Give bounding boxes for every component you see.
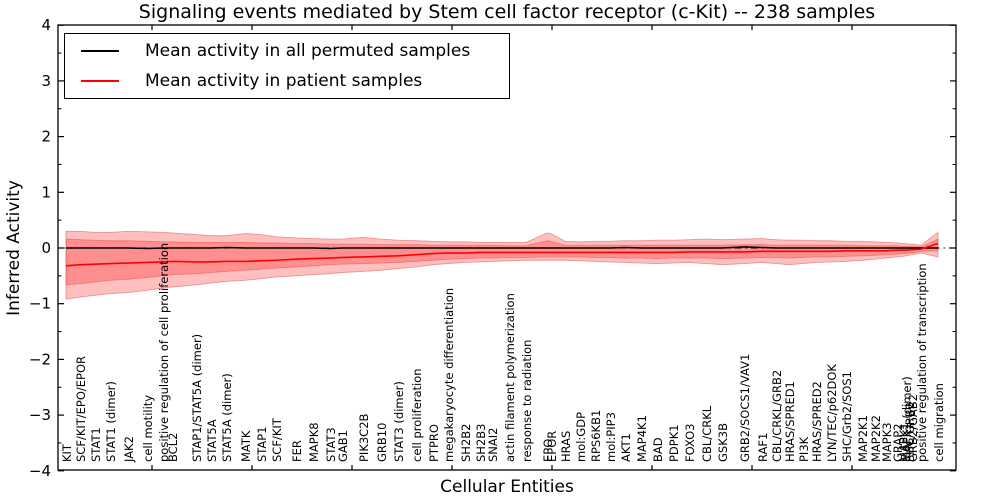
x-tick-label-entity: PI3K xyxy=(797,436,811,462)
x-tick-label-entity: mol:GDP xyxy=(574,412,588,462)
permuted-line-swatch xyxy=(81,50,119,52)
x-tick-label-entity: SCF/KIT xyxy=(270,417,284,462)
x-tick-label-entity: SNAI2 xyxy=(486,428,500,462)
x-tick-label-entity: RPS6KB1 xyxy=(589,410,603,462)
legend: Mean activity in all permuted samples Me… xyxy=(64,33,510,99)
x-tick-label-entity: cell proliferation xyxy=(410,368,424,462)
x-tick-label-entity: positive regulation of cell proliferatio… xyxy=(157,243,171,462)
x-tick-label-entity: AKT1 xyxy=(619,433,633,462)
y-tick-label: 3 xyxy=(41,72,51,90)
x-tick-label-entity: STAP1/STAT5A (dimer) xyxy=(190,334,204,462)
x-tick-label-entity: mol:PIP3 xyxy=(604,412,618,462)
y-tick-label: −4 xyxy=(29,462,51,480)
x-tick-label-entity: MAPK1 xyxy=(897,422,911,462)
x-tick-label-entity: EPOR xyxy=(545,431,559,462)
x-tick-label-entity: FOXO3 xyxy=(683,424,697,462)
y-tick-label: 2 xyxy=(41,128,51,146)
x-tick-label-entity: STAT1 (dimer) xyxy=(104,381,118,462)
x-tick-label-entity: MAPK8 xyxy=(307,422,321,462)
x-tick-label-entity: SH2B2 xyxy=(459,424,473,462)
x-tick-label-entity: cell motility xyxy=(141,395,155,462)
x-tick-label-entity: MAP2K1 xyxy=(856,415,870,462)
x-tick-label-entity: PTPRO xyxy=(427,424,441,462)
legend-label-patient: Mean activity in patient samples xyxy=(145,71,423,91)
confidence-band-inner xyxy=(65,238,939,286)
x-tick-label-entity: HRAS/SPRED1 xyxy=(783,381,797,462)
x-tick-label-entity: SHC/GRB2 xyxy=(903,402,917,462)
y-tick-label: 1 xyxy=(41,183,51,201)
legend-entry-patient: Mean activity in patient samples xyxy=(65,71,509,91)
x-tick-label-entity: GAB1 xyxy=(336,430,350,462)
x-tick-label-entity: MAP2K2 xyxy=(869,415,883,462)
x-tick-label-entity: HRAS/SPRED2 xyxy=(810,381,824,462)
x-tick-label-entity: RAF1 xyxy=(756,433,770,462)
x-tick-label-entity: EPO xyxy=(541,439,555,462)
x-tick-label-entity: BCL2 xyxy=(166,433,180,462)
x-axis-label: Cellular Entities xyxy=(440,477,574,497)
x-tick-label-entity: MAPK1 (dimer) xyxy=(900,376,914,462)
patient-line-swatch xyxy=(81,80,119,82)
x-tick-label-entity: STAT3 xyxy=(324,427,338,462)
x-tick-label-entity: CBL/CRKL xyxy=(700,405,714,462)
y-tick-label: −2 xyxy=(29,350,51,368)
x-tick-label-entity: HRAS xyxy=(559,431,573,462)
legend-entry-permuted: Mean activity in all permuted samples xyxy=(65,41,509,61)
x-tick-label-entity: CBL/CRKL/GRB2 xyxy=(770,370,784,462)
y-tick-label: 4 xyxy=(41,16,51,34)
x-tick-label-entity: MAP4K1 xyxy=(635,415,649,462)
y-tick-label: 0 xyxy=(41,239,51,257)
x-tick-label-entity: STAT1 xyxy=(89,427,103,462)
x-tick-label-entity: BAD xyxy=(651,437,665,462)
x-tick-label-entity: LYN/TEC/p62DOK xyxy=(825,364,839,462)
x-tick-label-entity: SCF/KIT/EPO/EPOR xyxy=(74,356,88,462)
x-tick-label-entity: positive regulation of transcription xyxy=(915,263,929,462)
x-tick-label-entity: FER xyxy=(290,440,304,462)
x-tick-label-entity: JAK2 xyxy=(122,436,136,463)
x-tick-label-entity: PDPK1 xyxy=(667,424,681,462)
x-tick-label-entity: PIK3C2B xyxy=(357,413,371,462)
y-tick-label: −3 xyxy=(29,406,51,424)
x-tick-label-entity: SHC/Grb2/SOS1 xyxy=(840,371,854,462)
x-tick-label-entity: STAP1 xyxy=(255,426,269,462)
x-tick-label-entity: STAT5A (dimer) xyxy=(220,373,234,462)
x-tick-label-entity: STAT3 (dimer) xyxy=(392,381,406,462)
x-tick-label-entity: GRB2/SOCS1/VAV1 xyxy=(738,354,752,462)
x-tick-label-entity: KIT xyxy=(60,443,74,462)
x-tick-label-entity: response to radiation xyxy=(520,340,534,462)
x-tick-label-entity: megakaryocyte differentiation xyxy=(442,288,456,462)
legend-label-permuted: Mean activity in all permuted samples xyxy=(145,41,471,61)
x-tick-label-entity: actin filament polymerization xyxy=(503,293,517,462)
x-tick-label-entity: MAPK3 xyxy=(880,422,894,462)
x-tick-label-entity: SH2B3 xyxy=(474,424,488,462)
x-tick-label-entity: MATK xyxy=(239,430,253,462)
x-tick-label-entity: cell migration xyxy=(932,383,946,462)
x-tick-label-entity: GSK3B xyxy=(716,423,730,462)
y-tick-label: −1 xyxy=(29,295,51,313)
x-tick-label-entity: STAT5A xyxy=(205,419,219,462)
patient-mean-line xyxy=(65,242,939,267)
x-tick-label-entity: GRB10 xyxy=(375,423,389,462)
chart-title: Signaling events mediated by Stem cell f… xyxy=(138,1,876,23)
permuted-mean-line xyxy=(66,246,938,250)
x-tick-label-entity: GRB2/GAB2 xyxy=(906,394,920,462)
x-tick-label-entity: GRAP2 xyxy=(891,423,905,462)
